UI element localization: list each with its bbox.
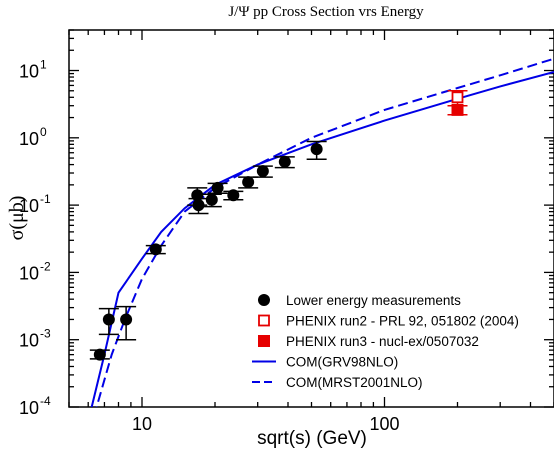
y-tick-exponent: -4 [40,394,51,408]
curve-com-mrst2001nlo- [95,57,554,407]
data-point [205,193,218,206]
legend-marker [258,335,270,347]
data-point [451,103,464,116]
y-tick-label: 10 [19,263,39,283]
y-tick-exponent: 0 [40,125,47,139]
data-point [120,313,133,326]
x-tick-label: 100 [369,414,399,434]
data-point [310,143,323,156]
x-tick-label: 10 [132,414,152,434]
y-axis-label: σ(μb) [6,196,28,241]
data-point [256,165,269,178]
data-point [278,155,291,168]
data-points [89,90,468,361]
y-tick-label: 10 [19,398,39,418]
x-axis-label: sqrt(s) (GeV) [257,428,367,449]
legend-label: Lower energy measurements [286,293,461,308]
x-axis-ticks: 10 100 [68,30,554,434]
data-point [93,348,106,361]
legend-label: COM(GRV98NLO) [286,355,398,370]
legend: Lower energy measurements PHENIX run2 - P… [252,293,519,390]
y-tick-label: 10 [19,129,39,149]
data-point [242,176,255,189]
y-tick-exponent: -1 [40,192,51,206]
data-point [227,189,240,202]
chart-title: J/Ψ pp Cross Section vrs Energy [228,4,424,20]
data-point [102,313,115,326]
data-point [192,199,205,212]
y-tick-exponent: 1 [40,58,47,72]
legend-label: COM(MRST2001NLO) [286,375,423,390]
y-tick-label: 10 [19,196,39,216]
theory-curves [90,57,554,407]
data-point [211,181,224,194]
legend-label: PHENIX run2 - PRL 92, 051802 (2004) [286,314,519,329]
data-point [451,91,464,104]
y-tick-label: 10 [19,331,39,351]
data-point [149,243,162,256]
y-tick-label: 10 [19,62,39,82]
legend-marker [258,314,270,327]
legend-marker [258,294,270,306]
plot-frame [68,29,554,408]
legend-label: PHENIX run3 - nucl-ex/0507032 [286,334,479,349]
y-tick-exponent: -3 [40,327,51,341]
y-tick-exponent: -2 [40,259,51,273]
